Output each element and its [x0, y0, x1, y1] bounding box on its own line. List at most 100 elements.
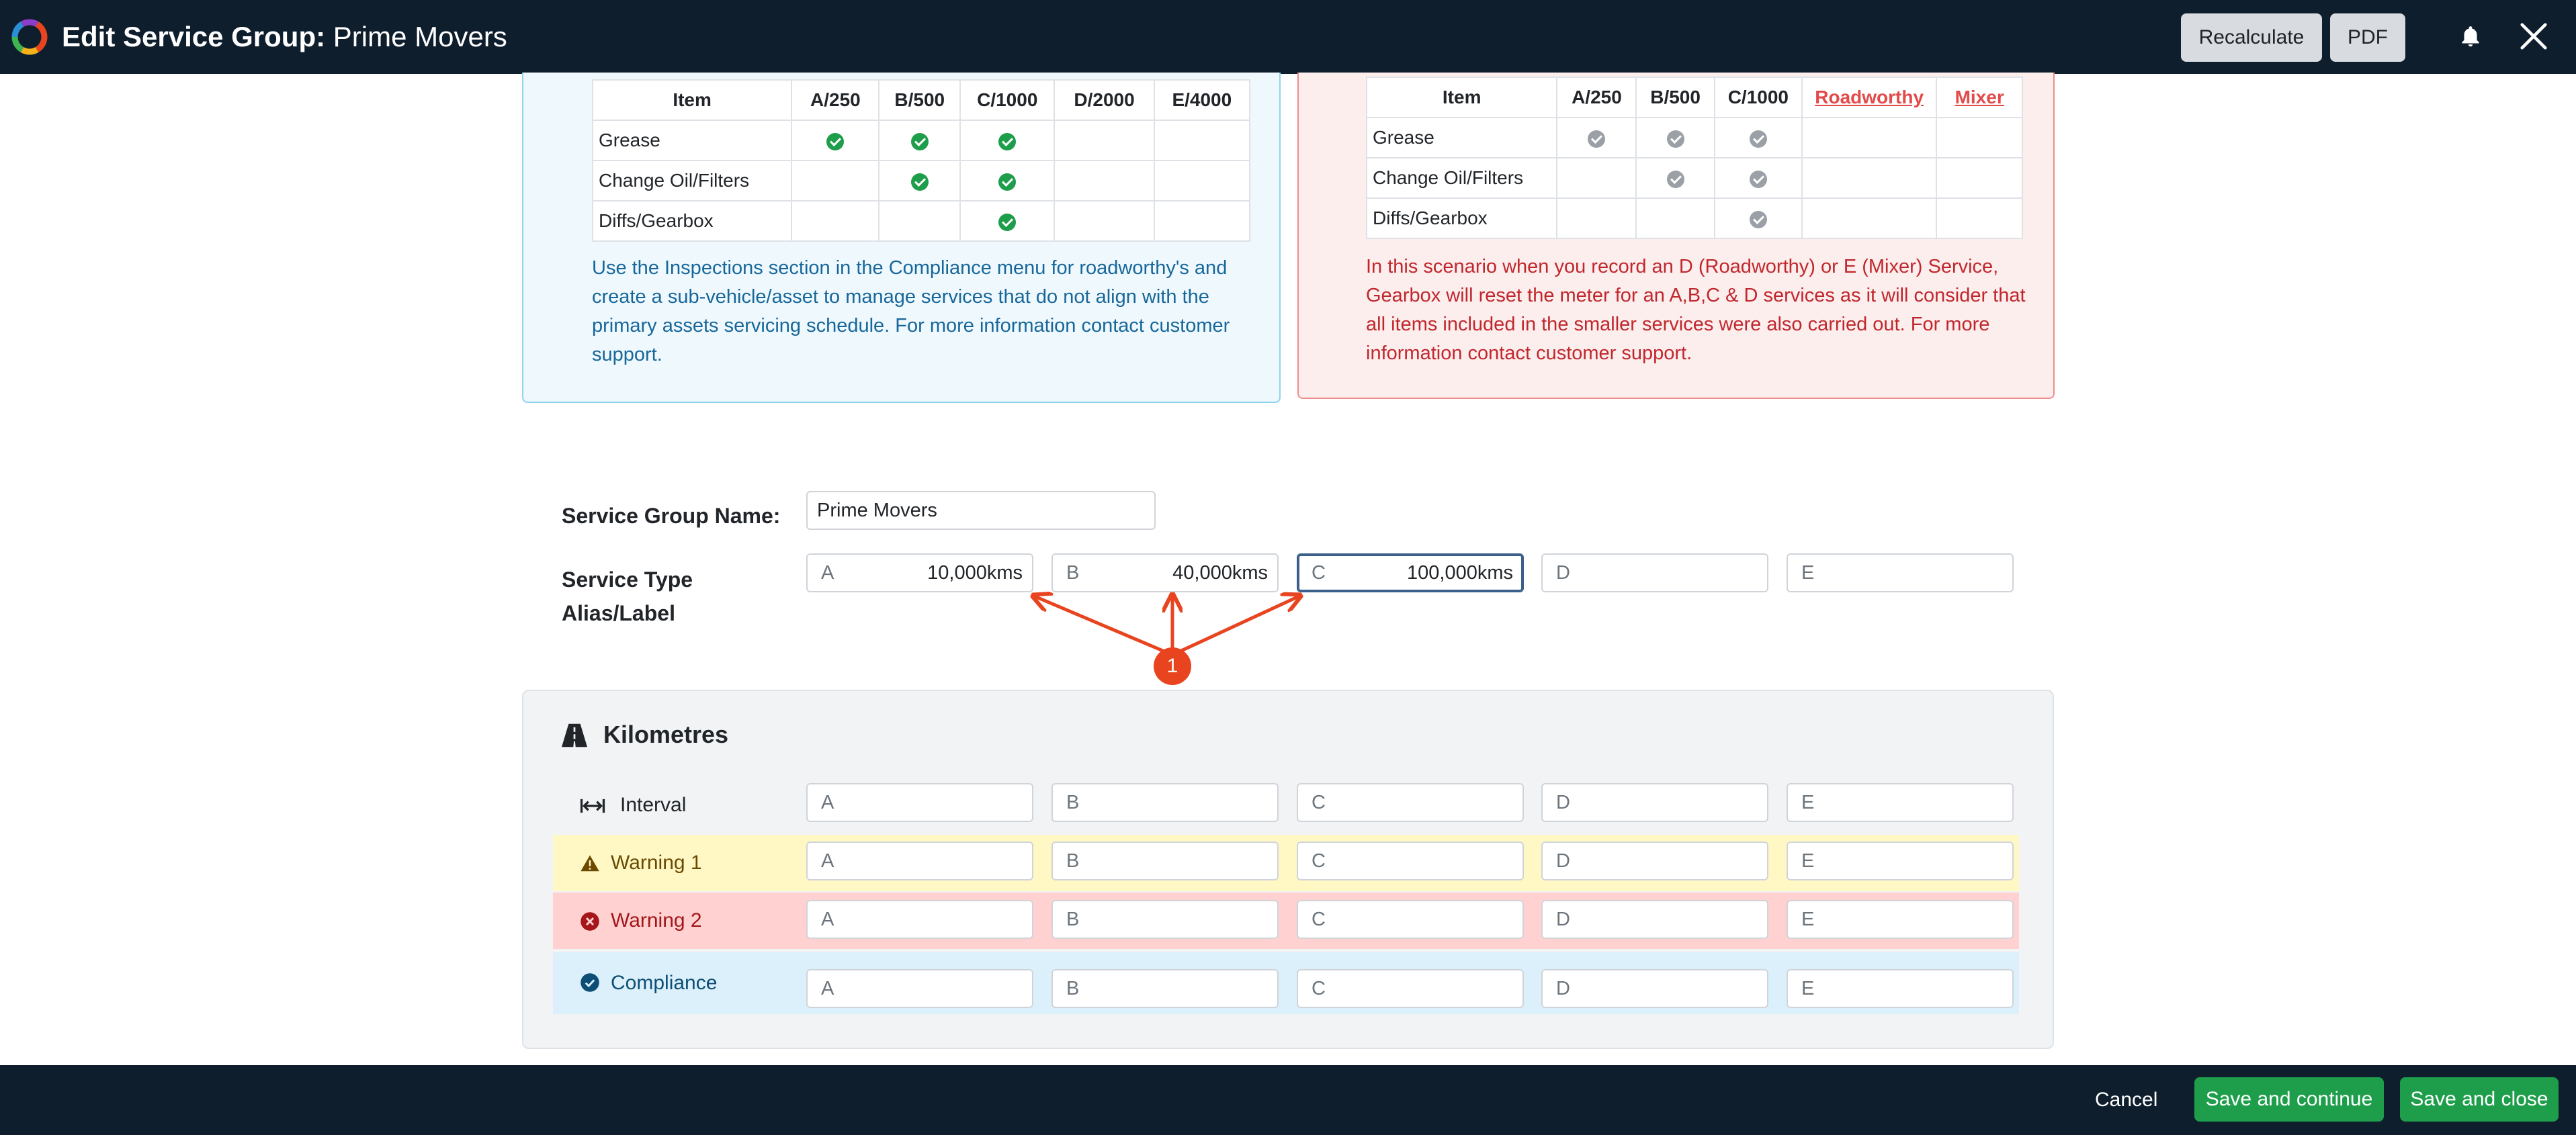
column-header: A/250	[791, 79, 880, 121]
alias-input-d[interactable]: D	[1541, 553, 1768, 592]
check-circle-icon	[1588, 130, 1606, 148]
input-prefix: A	[821, 850, 834, 872]
alias-prefix: D	[1556, 562, 1570, 584]
alias-input-a[interactable]: A 10,000kms	[806, 553, 1033, 592]
table-row: Grease	[591, 120, 1251, 161]
alias-value: 10,000kms	[927, 562, 1023, 584]
column-header: B/500	[878, 79, 961, 121]
warning1-input-e[interactable]: E	[1787, 842, 2014, 880]
check-circle-icon	[998, 213, 1017, 231]
interval-input-c[interactable]: C	[1297, 783, 1524, 822]
compliance-input-c[interactable]: C	[1297, 969, 1524, 1008]
annotation-number: 1	[1166, 655, 1178, 677]
interval-input-b[interactable]: B	[1051, 783, 1279, 822]
title-prefix: Edit Service Group:	[62, 21, 326, 52]
compliance-input-b[interactable]: B	[1051, 969, 1279, 1008]
table-header-row: Item A/250 B/500 C/1000 D/2000 E/4000	[591, 79, 1251, 121]
input-prefix: B	[1066, 792, 1080, 813]
input-prefix: E	[1801, 909, 1815, 930]
warning2-input-d[interactable]: D	[1541, 900, 1768, 939]
table-header-row: Item A/250 B/500 C/1000 Roadworthy Mixer	[1365, 77, 2023, 118]
warning2-input-c[interactable]: C	[1297, 900, 1524, 939]
check-circle-icon	[1666, 130, 1684, 148]
column-header: B/500	[1635, 77, 1715, 118]
alias-prefix: E	[1801, 562, 1815, 584]
check-circle-icon	[998, 173, 1017, 191]
group-name-label: Service Group Name:	[562, 504, 781, 528]
warning-triangle-icon	[581, 855, 599, 872]
warning1-input-b[interactable]: B	[1051, 842, 1279, 880]
item-cell: Diffs/Gearbox	[1365, 197, 1558, 239]
table-row: Diffs/Gearbox	[1365, 197, 2023, 239]
cancel-button[interactable]: Cancel	[2095, 1089, 2158, 1111]
alias-input-e[interactable]: E	[1787, 553, 2014, 592]
page-title: Edit Service Group: Prime Movers	[62, 0, 507, 74]
warning1-input-c[interactable]: C	[1297, 842, 1524, 880]
warning2-row: Warning 2	[553, 893, 2019, 949]
example-panel-warning: Item A/250 B/500 C/1000 Roadworthy Mixer…	[1297, 73, 2055, 399]
input-prefix: D	[1556, 792, 1570, 813]
save-and-close-button[interactable]: Save and close	[2400, 1077, 2559, 1122]
table-row: Grease	[1365, 117, 2023, 158]
input-prefix: B	[1066, 909, 1080, 930]
interval-label: Interval	[620, 794, 687, 816]
annotation-arrow	[1171, 596, 1299, 657]
compliance-input-d[interactable]: D	[1541, 969, 1768, 1008]
save-and-continue-button[interactable]: Save and continue	[2194, 1077, 2384, 1122]
warning2-input-b[interactable]: B	[1051, 900, 1279, 939]
input-prefix: B	[1066, 978, 1080, 999]
warning-note: In this scenario when you record an D (R…	[1366, 256, 2026, 364]
error-circle-icon	[581, 912, 599, 931]
input-prefix: C	[1312, 792, 1326, 813]
example-table-left: Item A/250 B/500 C/1000 D/2000 E/4000 Gr…	[591, 79, 1251, 242]
close-icon[interactable]	[2518, 21, 2549, 52]
title-group-name: Prime Movers	[333, 21, 507, 52]
alias-prefix: B	[1066, 562, 1080, 584]
item-cell: Diffs/Gearbox	[591, 200, 793, 242]
interval-input-e[interactable]: E	[1787, 783, 2014, 822]
check-circle-icon	[1749, 130, 1767, 148]
table-row: Change Oil/Filters	[591, 160, 1251, 201]
alias-input-b[interactable]: B 40,000kms	[1051, 553, 1279, 592]
kilometres-title: Kilometres	[603, 721, 729, 748]
check-circle-icon	[1749, 170, 1767, 188]
input-prefix: C	[1312, 909, 1326, 930]
input-prefix: E	[1801, 978, 1815, 999]
arrows-horizontal-icon	[580, 799, 605, 813]
recalculate-button[interactable]: Recalculate	[2181, 13, 2322, 62]
interval-input-d[interactable]: D	[1541, 783, 1768, 822]
check-circle-icon	[1666, 170, 1684, 188]
check-circle-icon	[581, 973, 599, 992]
notification-bell-icon[interactable]	[2458, 24, 2483, 50]
interval-input-a[interactable]: A	[806, 783, 1033, 822]
column-header: Item	[1365, 77, 1558, 118]
input-prefix: A	[821, 978, 834, 999]
pdf-button[interactable]: PDF	[2330, 13, 2405, 62]
warning1-row: Warning 1	[553, 835, 2019, 891]
warning1-input-d[interactable]: D	[1541, 842, 1768, 880]
interval-row: Interval	[553, 777, 2019, 833]
example-panel-info: Item A/250 B/500 C/1000 D/2000 E/4000 Gr…	[522, 73, 1281, 403]
column-header: C/1000	[1713, 77, 1803, 118]
warning2-label: Warning 2	[611, 909, 702, 932]
item-cell: Grease	[1365, 117, 1558, 158]
column-header: A/250	[1556, 77, 1637, 118]
item-cell: Grease	[591, 120, 793, 161]
check-circle-icon	[826, 132, 845, 150]
warning2-input-a[interactable]: A	[806, 900, 1033, 939]
app-logo-icon	[11, 19, 48, 55]
column-header: Item	[591, 79, 793, 121]
road-icon	[562, 723, 587, 747]
warning2-input-e[interactable]: E	[1787, 900, 2014, 939]
roadworthy-link[interactable]: Roadworthy	[1801, 77, 1938, 118]
check-circle-icon	[1749, 210, 1767, 228]
alias-value: 40,000kms	[1172, 562, 1268, 584]
alias-input-c[interactable]: C 100,000kms	[1297, 553, 1524, 592]
mixer-link[interactable]: Mixer	[1936, 77, 2023, 118]
compliance-input-a[interactable]: A	[806, 969, 1033, 1008]
warning1-input-a[interactable]: A	[806, 842, 1033, 880]
annotation-arrow	[1035, 596, 1173, 657]
compliance-input-e[interactable]: E	[1787, 969, 2014, 1008]
group-name-input[interactable]: Prime Movers	[806, 491, 1156, 530]
